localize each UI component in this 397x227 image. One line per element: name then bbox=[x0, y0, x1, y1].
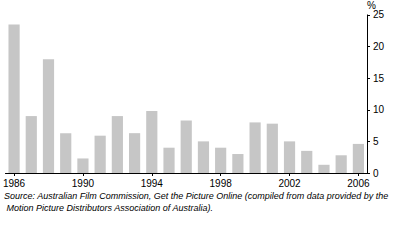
svg-text:25: 25 bbox=[373, 9, 385, 20]
svg-text:Source: Australian Film Commis: Source: Australian Film Commission, Get … bbox=[4, 191, 388, 201]
svg-text:0: 0 bbox=[373, 168, 379, 179]
svg-text:5: 5 bbox=[373, 136, 379, 147]
svg-text:1998: 1998 bbox=[210, 178, 233, 189]
svg-text:1990: 1990 bbox=[72, 178, 95, 189]
svg-text:1986: 1986 bbox=[3, 178, 26, 189]
svg-text:Motion Picture Distributors As: Motion Picture Distributors Association … bbox=[4, 203, 213, 213]
svg-text:1994: 1994 bbox=[141, 178, 164, 189]
svg-text:10: 10 bbox=[373, 104, 385, 115]
svg-text:20: 20 bbox=[373, 41, 385, 52]
svg-text:15: 15 bbox=[373, 73, 385, 84]
svg-text:2002: 2002 bbox=[278, 178, 301, 189]
svg-text:2006: 2006 bbox=[347, 178, 370, 189]
